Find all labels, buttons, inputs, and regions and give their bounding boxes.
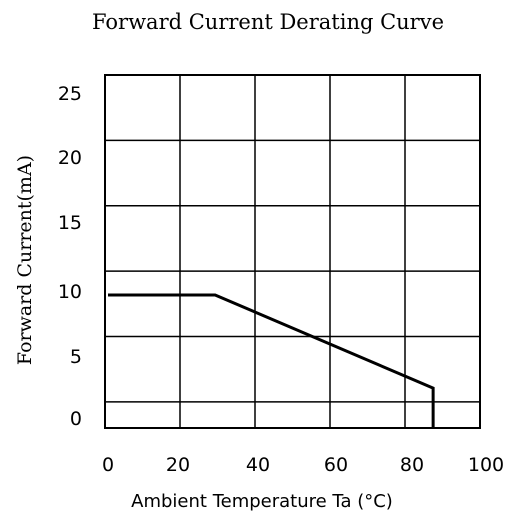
y-tick-label: 25 [58, 83, 82, 105]
x-tick-label: 60 [324, 454, 348, 476]
derating-curve-line [108, 295, 433, 428]
y-tick-label: 15 [58, 212, 82, 234]
grid-lines [105, 75, 480, 428]
y-tick-label: 0 [70, 408, 82, 430]
y-tick-label: 5 [70, 346, 82, 368]
y-tick-label: 20 [58, 147, 82, 169]
x-tick-labels: 0 20 40 60 80 100 [102, 454, 504, 476]
x-tick-label: 20 [166, 454, 190, 476]
series-group [108, 295, 433, 428]
x-tick-label: 40 [246, 454, 270, 476]
y-tick-labels: 0 5 10 15 20 25 [58, 83, 82, 430]
x-axis-title: Ambient Temperature Ta (°C) [131, 491, 393, 512]
plot-frame [105, 75, 480, 428]
chart-title: Forward Current Derating Curve [92, 10, 444, 34]
y-axis-title: Forward Current(mA) [14, 155, 36, 365]
x-tick-label: 80 [400, 454, 424, 476]
x-tick-label: 100 [468, 454, 504, 476]
x-tick-label: 0 [102, 454, 114, 476]
y-tick-label: 10 [58, 281, 82, 303]
